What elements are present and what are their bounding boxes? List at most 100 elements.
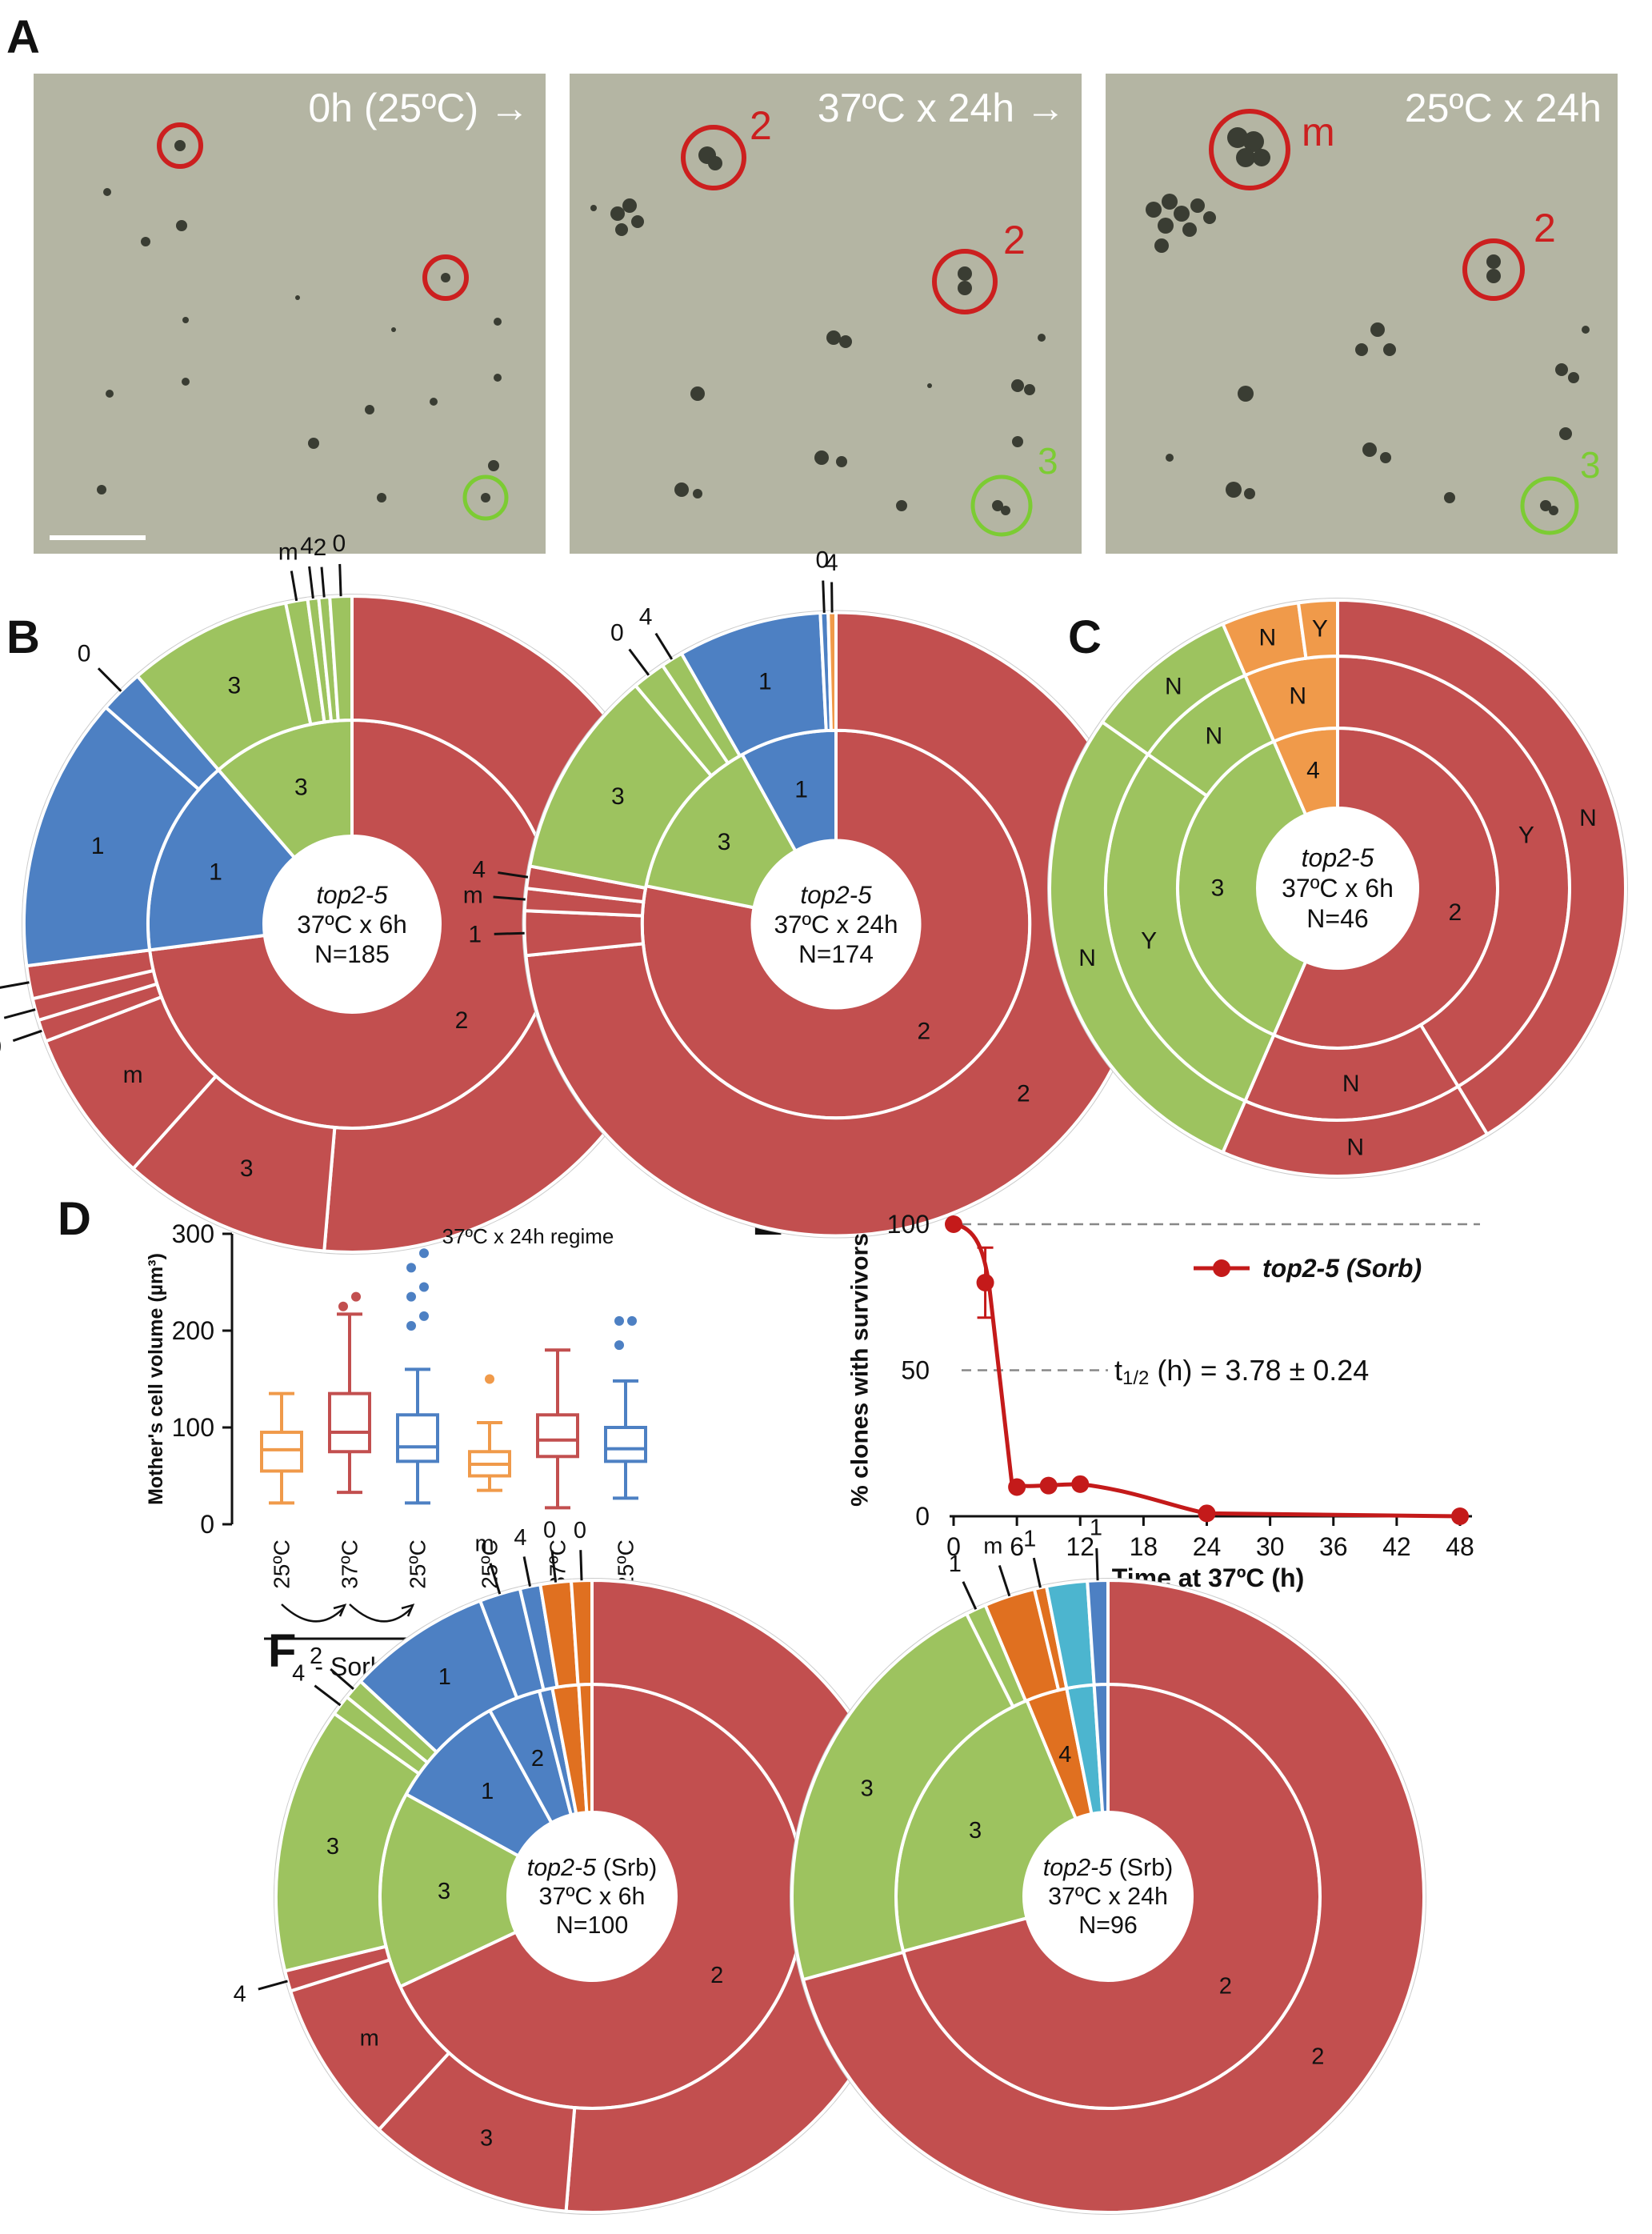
callout-line-2 [0, 981, 30, 989]
half-life-t: t [1114, 1354, 1122, 1387]
callout-label-5: 0 [543, 1517, 556, 1543]
callout-label-5: 0 [815, 547, 829, 574]
callout-line-4 [290, 571, 298, 602]
x-tick-label-6: 36 [1319, 1532, 1348, 1561]
panel-label-c: C [1068, 611, 1102, 663]
y-tick-label-3: 300 [172, 1219, 214, 1248]
center-line-1: N=100 [556, 1912, 629, 1939]
callout-line-4 [654, 632, 674, 660]
ring3-label-5: Y [1312, 615, 1328, 642]
micrograph-25c-cells: m 2 3 [1146, 109, 1601, 535]
data-point-0 [945, 1215, 962, 1233]
x-tick-label-1: 6 [1010, 1532, 1024, 1561]
data-point-3 [1039, 1476, 1058, 1495]
callout-line-5 [822, 580, 826, 613]
callout-label-1: m [463, 882, 483, 908]
center-title: top2-5 (Srb) [1043, 1854, 1173, 1881]
callout-line-1 [493, 895, 526, 901]
outer-ring-segment-12 [328, 594, 354, 723]
outer-ring-segment-6 [1086, 1578, 1110, 1687]
x-category-0: 25ºC [270, 1539, 294, 1589]
box-body [328, 1391, 371, 1454]
callout-line-3 [1095, 1547, 1099, 1581]
ring2-label-4: N [1289, 683, 1306, 710]
circle-red-top [1209, 109, 1290, 190]
callout-label-2: 1 [1023, 1527, 1036, 1552]
center-line-0: 37ºC x 6h [539, 1883, 646, 1910]
outer-ring-segment-9 [826, 611, 838, 732]
legend-marker [1213, 1259, 1230, 1277]
inner-ring-label-2: 1 [481, 1779, 494, 1804]
data-point-1 [976, 1274, 994, 1291]
outlier-1 [351, 1291, 361, 1302]
data-point-4 [1071, 1475, 1090, 1493]
callout-line-5 [308, 566, 314, 599]
outer-ring-label-8: 3 [227, 672, 241, 699]
center-line-2: N=174 [798, 939, 874, 968]
outlier-0 [406, 1320, 416, 1331]
inner-ring-label-2: 3 [294, 774, 308, 800]
inner-ring-label-0: 2 [455, 1007, 469, 1034]
outer-ring-label-0: 2 [1311, 2044, 1324, 2069]
circle-red-mid [1462, 238, 1525, 301]
circle-red-top [681, 125, 746, 190]
outer-ring-label-4: 3 [611, 783, 625, 810]
callout-label-6: 2 [314, 534, 327, 561]
outer-ring-label-7: 1 [758, 668, 772, 695]
callout-label-5: 4 [300, 533, 314, 559]
inner-ring-label-1: 3 [718, 829, 731, 855]
box-3 [468, 1374, 511, 1492]
ring2-label-1: N [1342, 1071, 1360, 1097]
center-line-0: top2-5 [800, 880, 872, 909]
outlier-3 [419, 1282, 429, 1292]
circle-green-low [1520, 476, 1579, 535]
callout-label-0: 1 [468, 922, 482, 948]
inner-ring-label-2: 1 [794, 777, 808, 803]
data-point-5 [1198, 1504, 1216, 1523]
ring1-label-1: 3 [1211, 875, 1225, 902]
circle-green-low [462, 474, 509, 521]
micrograph-0h-cells [50, 122, 509, 540]
callout-label-3: m [474, 1531, 494, 1556]
x-tick-label-0: 0 [946, 1532, 961, 1561]
inner-ring-label-0: 2 [710, 1963, 723, 1988]
center-line-0: top2-5 [316, 880, 388, 909]
callout-label-2: 4 [472, 856, 486, 883]
inner-ring-label-2: 4 [1058, 1742, 1071, 1768]
outlier-2 [614, 1315, 624, 1326]
ring2-label-0: Y [1518, 822, 1534, 848]
frame-label-25c: 25ºC x 24h [1404, 86, 1602, 130]
center-line-2: N=185 [314, 939, 390, 968]
ring1-label-0: 2 [1449, 899, 1462, 926]
pie-f-6h: 231223m31442m400top2-5 (Srb)37ºC x 6hN=1… [234, 1517, 910, 2215]
outlier-2 [406, 1291, 416, 1302]
callout-line-0 [258, 1980, 288, 1991]
data-point-6 [1451, 1507, 1469, 1525]
ring3-label-0: N [1579, 805, 1597, 831]
outer-ring-label-4: 3 [326, 1834, 339, 1860]
ring1-label-2: 4 [1306, 758, 1320, 784]
half-life-value: (h) = 3.78 ± 0.24 [1149, 1354, 1369, 1387]
callout-line-2 [498, 871, 529, 879]
inner-ring-label-0: 2 [917, 1019, 930, 1045]
outer-ring-segment-1 [790, 1611, 1016, 1982]
callout-label-7: 0 [333, 530, 346, 557]
callout-label-4: 4 [639, 604, 653, 631]
center-line-1: N=96 [1078, 1912, 1138, 1939]
outer-ring-label-1: 3 [240, 1155, 254, 1182]
y-tick-label-1: 50 [901, 1356, 930, 1385]
y-axis-label: % clones with survivors [847, 1233, 874, 1507]
callout-label-4: 4 [514, 1525, 526, 1551]
center-title: top2-5 (Srb) [527, 1854, 657, 1881]
callout-line-3 [489, 1563, 502, 1595]
x-category-2: 25ºC [406, 1539, 430, 1589]
scale-bar [50, 535, 146, 540]
half-life-sub: 1/2 [1122, 1367, 1149, 1389]
ring3-segment-0 [1336, 598, 1627, 1137]
ring3-label-4: N [1258, 625, 1276, 651]
regime-annotation: 37ºC x 24h regime [442, 1224, 614, 1248]
